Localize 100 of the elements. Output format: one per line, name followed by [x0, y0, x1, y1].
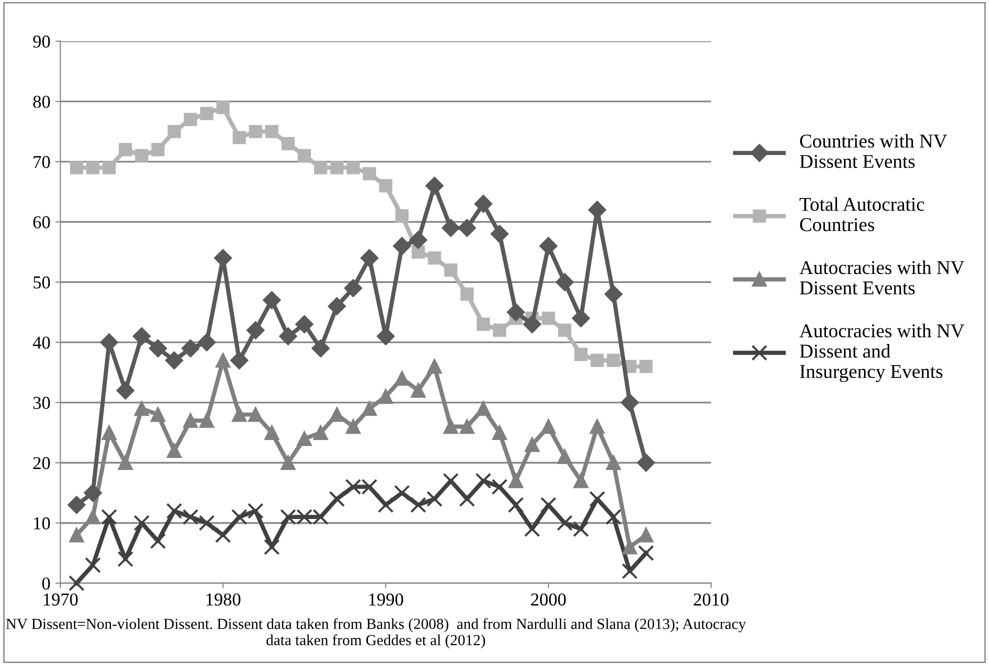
point: [330, 407, 344, 422]
point: [280, 455, 296, 470]
point: [492, 425, 507, 440]
point: [378, 389, 394, 404]
point: [183, 413, 198, 428]
point: [492, 324, 506, 337]
point: [84, 484, 102, 502]
point: [378, 496, 394, 513]
point: [198, 333, 216, 352]
point: [638, 545, 654, 562]
x-tick-label: 2000: [531, 593, 566, 606]
y-tick-label: 50: [34, 276, 50, 289]
y-tick-label: 10: [34, 517, 50, 530]
point: [410, 383, 426, 398]
point: [475, 472, 492, 489]
text: NV Dissent=Non-violent Dissent. Dissent data taken from Banks (2008) and from Nardulli and Slana (2013); Autocracy data taken from Geddes et al (2012): [6, 618, 746, 648]
point: [492, 478, 508, 495]
point: [216, 100, 230, 114]
y-tick-label: 70: [34, 156, 50, 168]
point: [328, 490, 345, 507]
point: [605, 508, 622, 525]
point: [458, 219, 476, 237]
point: [230, 351, 248, 370]
point: [394, 484, 410, 501]
point: [313, 425, 328, 440]
point: [314, 161, 328, 174]
point: [118, 143, 132, 156]
point: [166, 502, 182, 519]
point: [86, 510, 100, 524]
point: [556, 514, 573, 531]
point: [232, 407, 247, 422]
point: [298, 149, 311, 162]
point: [102, 161, 116, 174]
y-tick-label: 80: [33, 96, 50, 108]
point: [426, 490, 443, 507]
point: [606, 455, 621, 470]
point: [116, 382, 134, 400]
point: [264, 425, 280, 440]
point: [297, 431, 312, 446]
point: [166, 443, 182, 458]
y-tick-label: 40: [32, 336, 50, 349]
point: [118, 455, 133, 470]
point: [622, 563, 638, 580]
point: [541, 419, 556, 434]
y-tick-label: 60: [33, 216, 50, 228]
point: [68, 496, 86, 514]
point: [412, 245, 425, 259]
point: [443, 419, 458, 434]
point: [199, 413, 214, 428]
point: [490, 225, 508, 243]
x-tick-label: 1970: [44, 593, 78, 606]
point: [395, 209, 409, 222]
point: [117, 551, 134, 568]
y-tick-label: 30: [33, 396, 50, 409]
point: [182, 508, 198, 525]
point: [362, 401, 377, 416]
point: [231, 508, 248, 525]
point: [557, 449, 572, 464]
point: [524, 437, 540, 452]
legend-label: Total Autocratic Countries: [800, 197, 924, 232]
point: [168, 124, 181, 138]
point: [165, 351, 184, 370]
point: [248, 407, 263, 422]
point: [574, 348, 588, 361]
point: [86, 161, 100, 174]
point: [476, 401, 491, 416]
point: [328, 297, 346, 316]
x-tick-label: 1990: [369, 593, 404, 606]
point: [70, 161, 84, 174]
point: [506, 303, 525, 322]
y-tick-label: 20: [33, 457, 50, 470]
point: [135, 149, 148, 162]
point: [232, 130, 246, 144]
point: [346, 161, 360, 174]
legend-label: Autocracies with NV Dissent Events: [799, 260, 964, 294]
point: [102, 425, 116, 440]
legend-label: Countries with NV Dissent Events: [800, 134, 948, 168]
point: [295, 315, 314, 334]
point: [68, 575, 85, 592]
point: [590, 419, 605, 434]
point: [264, 539, 280, 556]
x-tick-label: 2010: [694, 593, 728, 606]
point: [379, 179, 392, 192]
point: [182, 339, 200, 358]
point: [460, 288, 474, 301]
point: [69, 528, 84, 542]
point: [638, 528, 654, 542]
point: [460, 419, 474, 434]
point: [151, 143, 165, 156]
x-tick-label: 1980: [206, 593, 240, 606]
point: [409, 231, 428, 249]
point: [444, 263, 458, 277]
point: [639, 360, 653, 374]
point: [410, 496, 426, 513]
point: [523, 315, 542, 334]
legend-label: Autocracies with NV Dissent and Insurgency Events: [799, 324, 964, 382]
point: [265, 124, 278, 138]
point: [393, 237, 411, 255]
y-tick-label: 0: [42, 577, 50, 590]
point: [604, 285, 622, 304]
